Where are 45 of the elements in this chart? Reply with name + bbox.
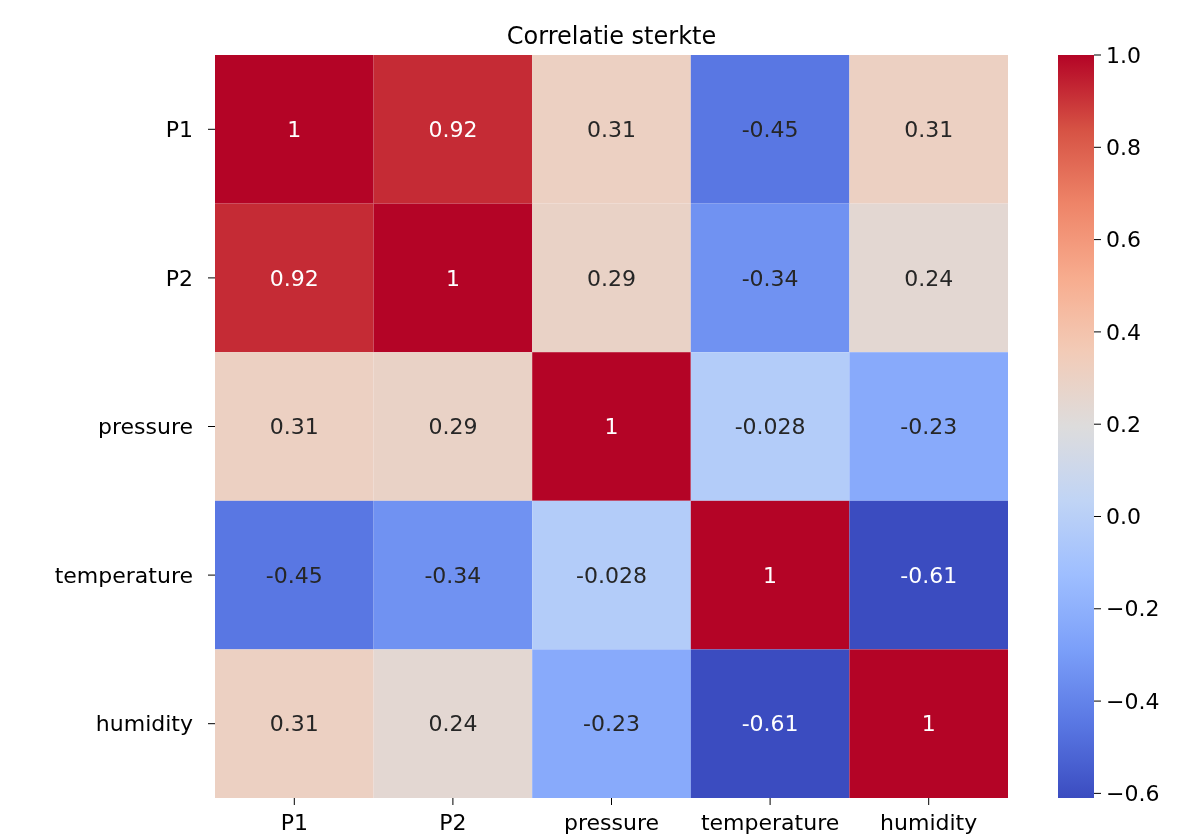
x-tick-label: temperature [700,810,840,835]
y-tick-label: temperature [54,562,193,588]
color-bar-label: 0.2 [1106,411,1141,437]
color-bar-label: 1.0 [1106,42,1141,68]
data-label: -0.028 [734,414,806,440]
data-label: -0.61 [900,562,958,588]
data-label: 0.29 [587,265,636,291]
data-label: -0.45 [265,562,323,588]
color-bar-label: 0.0 [1106,504,1141,530]
x-tick-label: humidity [880,810,978,835]
y-tick-label: humidity [95,711,193,737]
x-tick-label: pressure [563,810,660,835]
data-label: -0.34 [424,562,482,588]
color-bar-label: 0.8 [1106,135,1141,160]
color-bar-label: −0.6 [1106,781,1160,807]
color-bar-label: −0.2 [1106,596,1160,622]
data-label: -0.23 [583,711,640,737]
x-tick-label: P1 [280,810,308,835]
data-label: 0.24 [428,711,478,737]
y-tick-label: P2 [165,265,193,291]
color-bar-label: 0.4 [1106,319,1141,345]
data-label: 1 [604,414,619,440]
data-label: 1 [763,562,778,588]
data-label: 0.31 [269,711,319,737]
data-label: 0.92 [269,265,319,291]
color-bar-label: 0.6 [1106,227,1141,253]
data-label: 0.31 [269,414,319,440]
data-label: 0.31 [587,117,636,142]
data-label: 0.24 [904,265,954,291]
y-tick-label: P1 [165,117,193,142]
x-tick-label: P2 [439,810,467,835]
data-label: -0.028 [576,562,647,588]
data-label: -0.45 [741,117,799,142]
color-bar-label: −0.4 [1106,688,1160,714]
chart-title: Correlatie sterkte [506,22,717,50]
data-label: 0.31 [904,117,954,142]
data-label: -0.61 [741,711,799,737]
data-label: 0.92 [428,117,478,142]
y-tick-label: pressure [97,414,193,440]
data-label: -0.34 [741,265,799,291]
data-label: 0.29 [428,414,478,440]
data-label: 1 [445,265,460,291]
data-label: 1 [287,117,302,142]
data-label: 1 [921,711,936,737]
data-label: -0.23 [900,414,958,440]
